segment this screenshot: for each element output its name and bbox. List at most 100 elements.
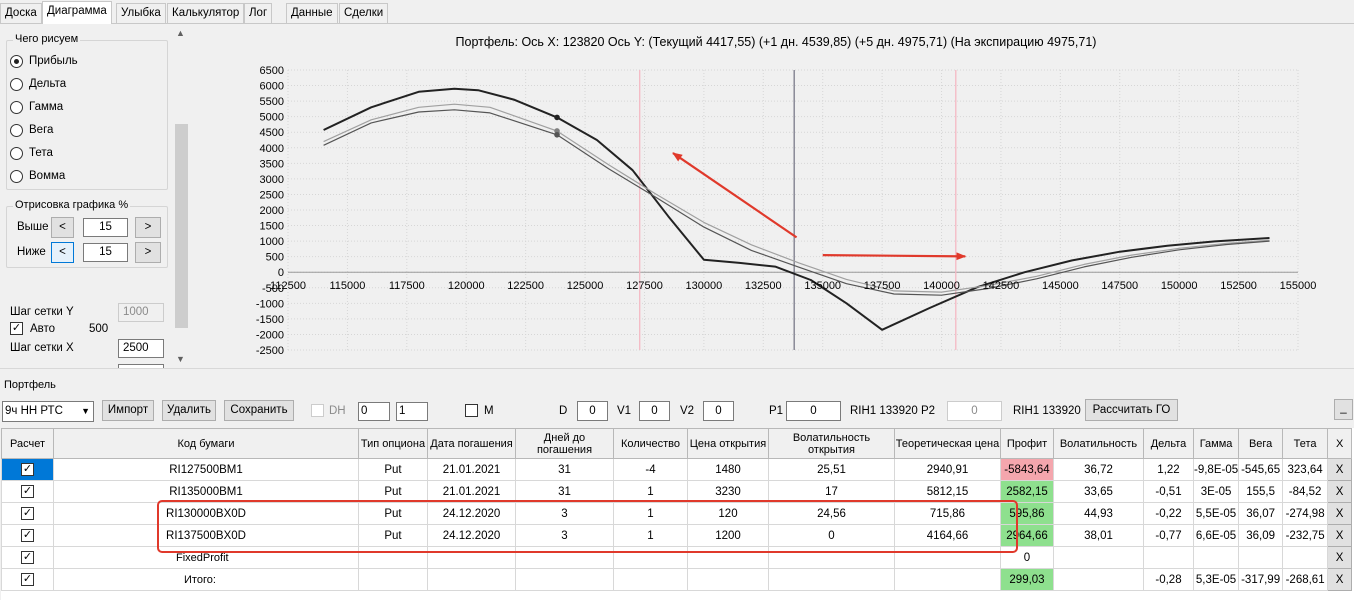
table-row[interactable]: ✓ Итого: 299,03 -0,28 5,3E-05 -317,99 -268,61 X	[1, 568, 1353, 591]
v1-input[interactable]: 0	[639, 401, 670, 421]
tab-deals[interactable]: Сделки	[339, 3, 389, 23]
column-header[interactable]: Дней до погашения	[515, 428, 614, 459]
profit-chart[interactable]: Портфель: Ось X: 123820 Ось Y: (Текущий …	[190, 24, 1354, 368]
calc-checkbox[interactable]: ✓	[21, 485, 34, 498]
dh-checkbox[interactable]	[311, 404, 324, 417]
table-row[interactable]: ✓ RI135000BM1 Put 21.01.2021 31 1 3230 17 5812,1…	[1, 480, 1353, 503]
delete-button[interactable]: Удалить	[162, 400, 216, 421]
column-header[interactable]: Код бумаги	[53, 428, 359, 459]
dh-spin-input[interactable]: 0	[358, 402, 390, 421]
next-input-partial[interactable]	[118, 364, 164, 368]
radio-dot	[10, 169, 23, 183]
column-header[interactable]: Дата погашения	[427, 428, 516, 459]
column-header[interactable]: Теоретическая цена	[894, 428, 1001, 459]
tab-calculator[interactable]: Калькулятор	[167, 3, 245, 23]
table-row[interactable]: ✓ RI130000BX0D Put 24.12.2020 3 1 120 24,56 715,…	[1, 502, 1353, 525]
import-button[interactable]: Импорт	[102, 400, 154, 421]
column-header[interactable]: Профит	[1000, 428, 1054, 459]
x-tick-label: 137500	[864, 280, 901, 292]
table-cell: 299,03	[1000, 568, 1054, 591]
below-percent-input[interactable]: 15	[83, 243, 128, 262]
portfolio-select[interactable]: 9ч НН РТС ▼	[2, 401, 94, 422]
v2-input[interactable]: 0	[703, 401, 734, 421]
calc-checkbox-cell[interactable]: ✓	[1, 568, 54, 591]
table-cell: 5812,15	[894, 480, 1001, 503]
remove-row-button[interactable]: X	[1327, 546, 1353, 569]
settings-scrollbar[interactable]: ▲ ▼	[173, 24, 190, 368]
column-header[interactable]: Волатильность открытия	[768, 428, 895, 459]
scroll-up-icon[interactable]: ▲	[176, 28, 185, 38]
calc-checkbox-cell[interactable]: ✓	[1, 524, 54, 547]
calc-checkbox[interactable]: ✓	[21, 529, 34, 542]
radio-delta[interactable]: Дельта	[10, 76, 66, 92]
above-decrease-button[interactable]: <	[51, 217, 74, 238]
remove-row-button[interactable]: X	[1327, 458, 1353, 481]
remove-row-button[interactable]: X	[1327, 524, 1353, 547]
above-percent-input[interactable]: 15	[83, 218, 128, 237]
table-cell	[894, 568, 1001, 591]
remove-row-button[interactable]: X	[1327, 568, 1353, 591]
p2-input[interactable]: 0	[947, 401, 1002, 421]
calc-checkbox-cell[interactable]: ✓	[1, 458, 54, 481]
table-row[interactable]: ✓ FixedProfit 0 X	[1, 546, 1353, 569]
calc-checkbox[interactable]: ✓	[21, 573, 34, 586]
auto-checkbox[interactable]: ✓	[10, 322, 23, 335]
column-header[interactable]: Вега	[1238, 428, 1284, 459]
days-spin-input[interactable]: 1	[396, 402, 428, 421]
d-input[interactable]: 0	[577, 401, 608, 421]
radio-gamma[interactable]: Гамма	[10, 99, 63, 115]
column-header[interactable]: Тип опциона	[358, 428, 428, 459]
calculate-go-button[interactable]: Рассчитать ГО	[1085, 399, 1178, 421]
calc-checkbox-cell[interactable]: ✓	[1, 480, 54, 503]
calc-checkbox[interactable]: ✓	[21, 507, 34, 520]
column-header[interactable]: Дельта	[1143, 428, 1194, 459]
calc-checkbox-cell[interactable]: ✓	[1, 546, 54, 569]
table-cell: -0,77	[1143, 524, 1194, 547]
table-cell	[358, 568, 428, 591]
minimize-button[interactable]: _	[1334, 399, 1353, 420]
table-cell: 31	[515, 480, 614, 503]
radio-vomma[interactable]: Вомма	[10, 168, 65, 184]
tab-diagram[interactable]: Диаграмма	[42, 1, 112, 24]
radio-theta[interactable]: Тета	[10, 145, 53, 161]
annotation-arrow	[822, 252, 967, 261]
remove-row-button[interactable]: X	[1327, 502, 1353, 525]
table-cell	[427, 568, 516, 591]
calc-checkbox-cell[interactable]: ✓	[1, 502, 54, 525]
auto-label: Авто	[30, 323, 56, 335]
grid-y-input[interactable]: 1000	[118, 303, 164, 322]
column-header[interactable]: Гамма	[1192, 428, 1240, 459]
column-header[interactable]: X	[1327, 428, 1353, 459]
tab-log[interactable]: Лог	[244, 3, 273, 23]
tab-board[interactable]: Доска	[0, 3, 42, 23]
table-cell: 33,65	[1053, 480, 1144, 503]
v1-label: V1	[617, 405, 632, 417]
scroll-down-icon[interactable]: ▼	[176, 354, 185, 364]
table-row[interactable]: ✓ RI137500BX0D Put 24.12.2020 3 1 1200 0 4164,66…	[1, 524, 1353, 547]
column-header[interactable]: Количество	[613, 428, 688, 459]
below-increase-button[interactable]: >	[135, 242, 161, 263]
splitter[interactable]	[0, 368, 1354, 376]
scroll-thumb[interactable]	[175, 124, 188, 328]
grid-x-input[interactable]: 2500	[118, 339, 164, 358]
calc-checkbox[interactable]: ✓	[21, 463, 34, 476]
remove-row-button[interactable]: X	[1327, 480, 1353, 503]
save-button[interactable]: Сохранить	[224, 400, 294, 421]
m-checkbox[interactable]	[465, 404, 478, 417]
radio-vega[interactable]: Вега	[10, 122, 53, 138]
calc-checkbox[interactable]: ✓	[21, 551, 34, 564]
tab-data[interactable]: Данные	[286, 3, 338, 23]
column-header[interactable]: Тета	[1282, 428, 1329, 459]
column-header[interactable]: Цена открытия	[687, 428, 769, 459]
above-increase-button[interactable]: >	[135, 217, 161, 238]
x-tick-label: 122500	[507, 280, 544, 292]
chart-panel: Портфель: Ось X: 123820 Ось Y: (Текущий …	[190, 24, 1354, 368]
below-decrease-button[interactable]: <	[51, 242, 74, 263]
radio-profit[interactable]: Прибыль	[10, 53, 78, 69]
table-row[interactable]: ✓ RI127500BM1 Put 21.01.2021 31 -4 1480 25,51 29…	[1, 458, 1353, 481]
tab-smile[interactable]: Улыбка	[116, 3, 166, 23]
p1-input[interactable]: 0	[786, 401, 841, 421]
table-cell: 155,5	[1238, 480, 1284, 503]
column-header[interactable]: Волатильность	[1053, 428, 1144, 459]
column-header[interactable]: Расчет	[1, 428, 54, 459]
